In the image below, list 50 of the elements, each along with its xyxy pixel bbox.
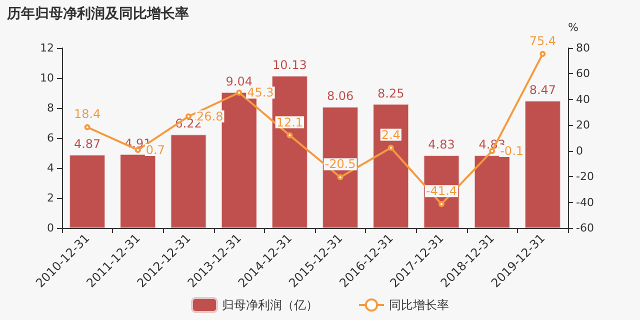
y-tick-label: 8 <box>47 102 54 114</box>
point <box>337 174 344 180</box>
point <box>236 90 242 96</box>
y2-tick-label: 20 <box>576 118 590 132</box>
y-tick-label: 6 <box>47 132 54 144</box>
data-label: 8.47 <box>529 82 556 97</box>
bar <box>170 134 206 228</box>
bar <box>474 156 510 228</box>
y2-tick-label: -60 <box>576 222 594 234</box>
data-label: 4.83 <box>428 138 455 152</box>
bar <box>120 154 156 228</box>
y-tick-label: 12 <box>40 42 54 54</box>
bar <box>373 104 409 228</box>
y2-tick-label: 40 <box>576 92 590 106</box>
data-label: 4.87 <box>74 136 101 151</box>
y-tick-label: 10 <box>40 72 54 84</box>
legend-label: 归母净利润（亿） <box>222 298 318 312</box>
data-label: 26.8 <box>196 109 224 124</box>
point <box>286 132 293 138</box>
point <box>540 50 546 57</box>
y2-tick-label: -20 <box>576 170 594 184</box>
data-label: -41.4 <box>426 184 458 198</box>
y2-tick-label: 0 <box>576 144 583 158</box>
y2-tick-label: -40 <box>576 196 594 209</box>
bar <box>524 100 560 228</box>
y2-tick-label: 80 <box>576 42 590 54</box>
y-tick-label: 4 <box>47 162 54 174</box>
data-label: 12.1 <box>276 115 304 130</box>
point <box>438 201 444 208</box>
point <box>388 144 394 151</box>
bar <box>272 76 308 228</box>
legend-label: 同比增长率 <box>389 298 449 312</box>
y-tick-label: 0 <box>47 222 54 234</box>
chart-title: 历年归母净利润及同比增长率 <box>6 5 189 22</box>
bar <box>322 107 358 228</box>
bar <box>70 154 106 228</box>
data-label: 8.25 <box>378 86 404 100</box>
data-label: 18.4 <box>74 107 101 122</box>
data-label: 75.4 <box>529 34 556 48</box>
y2-axis-title: % <box>568 21 578 34</box>
y-tick-label: 2 <box>47 192 54 204</box>
data-label: 0.7 <box>146 142 165 157</box>
data-label: -20.5 <box>324 157 356 172</box>
data-label: 8.06 <box>326 89 354 104</box>
point <box>84 124 90 130</box>
data-label: 2.4 <box>381 128 400 142</box>
data-label: 45.3 <box>247 86 274 100</box>
y2-tick-label: 60 <box>576 67 590 80</box>
data-label: 9.04 <box>226 74 252 88</box>
data-label: 10.13 <box>272 58 307 72</box>
